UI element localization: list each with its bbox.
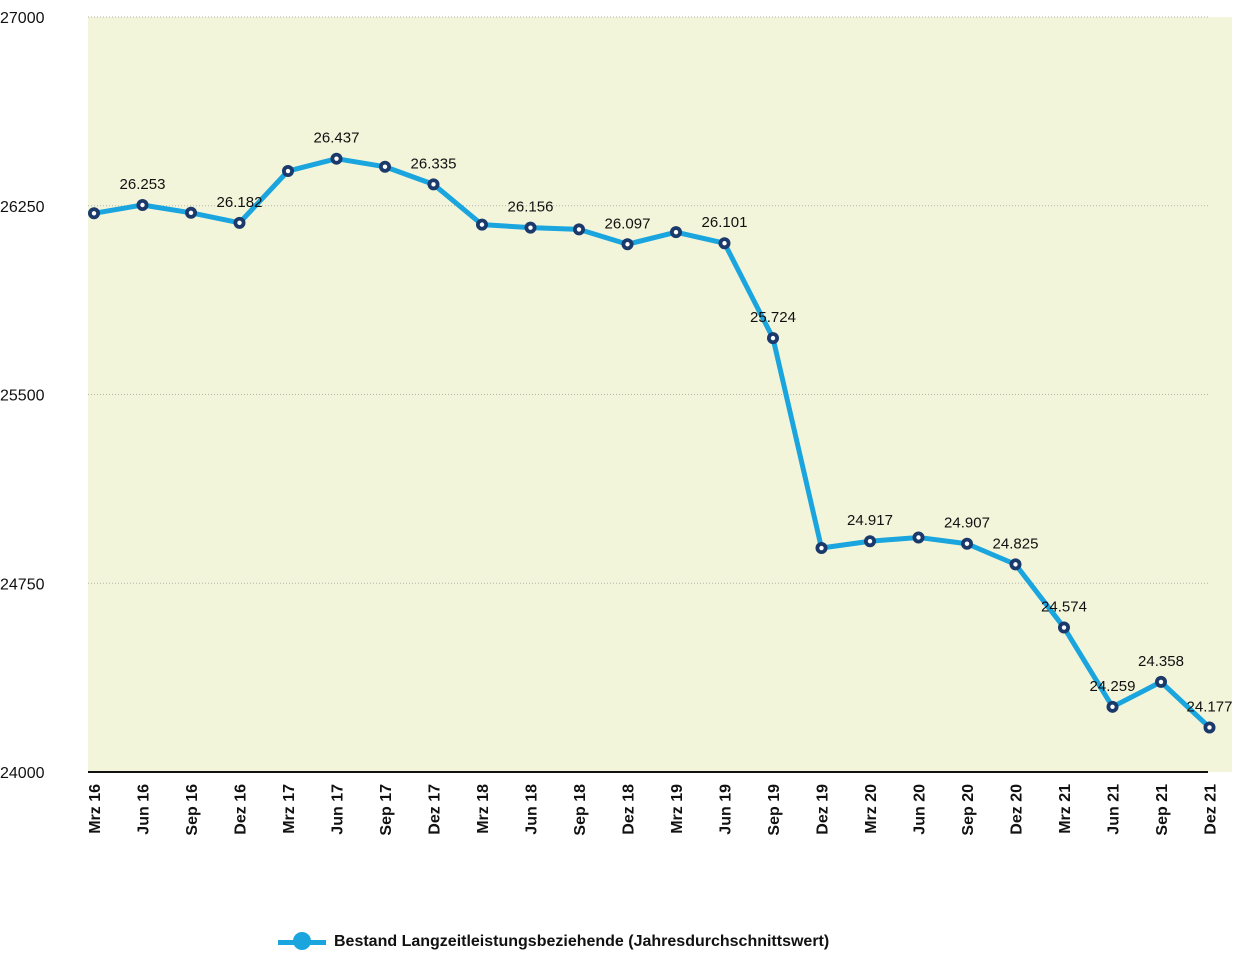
- x-tick-label: Mrz 20: [863, 784, 880, 834]
- series-group: [88, 152, 1216, 734]
- x-tick-label: Sep 17: [378, 784, 395, 836]
- data-point-center: [964, 541, 970, 546]
- data-label: 26.437: [314, 130, 360, 147]
- data-point-center: [140, 202, 145, 208]
- data-point-center: [673, 229, 679, 235]
- data-point-center: [1207, 725, 1212, 730]
- x-tick-label: Jun 19: [718, 784, 735, 835]
- data-label: 26.097: [605, 215, 651, 232]
- y-tick-label: 27000: [0, 10, 45, 27]
- data-point-center: [867, 539, 873, 544]
- data-point-center: [188, 210, 194, 215]
- data-label: 24.358: [1138, 653, 1184, 670]
- data-point-center: [479, 222, 485, 227]
- data-point-center: [819, 545, 824, 551]
- x-tick-label: Jun 17: [330, 784, 347, 835]
- data-point-center: [285, 168, 291, 174]
- x-tick-label: Jun 18: [524, 784, 541, 835]
- data-label: 24.574: [1041, 599, 1087, 616]
- y-tick-label: 26250: [0, 199, 45, 216]
- data-point-center: [625, 242, 630, 247]
- x-tick-label: Dez 20: [1009, 784, 1026, 835]
- data-label: 24.825: [993, 535, 1039, 552]
- data-label: 26.156: [508, 199, 554, 216]
- x-tick-label: Jun 16: [136, 784, 153, 835]
- data-point-center: [382, 164, 388, 169]
- legend-swatch-icon: [278, 932, 326, 952]
- data-label: 24.907: [944, 515, 990, 532]
- data-point-center: [1158, 679, 1164, 685]
- data-point-center: [722, 241, 727, 246]
- data-point-center: [91, 211, 97, 216]
- data-point-center: [576, 227, 582, 232]
- data-point-center: [916, 535, 921, 540]
- data-point-center: [528, 225, 533, 230]
- data-point-center: [1110, 704, 1115, 710]
- x-tick-label: Sep 20: [960, 784, 977, 836]
- x-tick-label: Mrz 19: [669, 784, 686, 834]
- y-tick-label: 25500: [0, 388, 45, 405]
- x-tick-label: Mrz 18: [475, 784, 492, 834]
- data-label: 26.182: [217, 194, 263, 211]
- x-tick-label: Jun 20: [912, 784, 929, 835]
- x-tick-label: Sep 19: [766, 784, 783, 836]
- x-tick-label: Dez 16: [233, 784, 250, 835]
- x-tick-label: Dez 21: [1203, 784, 1220, 835]
- data-point-center: [1013, 562, 1018, 567]
- x-tick-label: Mrz 17: [281, 784, 298, 834]
- y-tick-label: 24000: [0, 765, 45, 782]
- legend-label: Bestand Langzeitleistungsbeziehende (Jah…: [334, 933, 830, 950]
- data-label: 24.177: [1187, 698, 1233, 715]
- data-point-center: [237, 220, 242, 226]
- data-label: 26.101: [702, 214, 748, 231]
- x-axis-ticks: Mrz 16 Jun 16 Sep 16 Dez 16 Mrz 17 Jun 17 Sep …: [87, 784, 1220, 836]
- x-tick-label: Mrz 16: [87, 784, 104, 834]
- plot-background: [88, 17, 1232, 772]
- y-tick-label: 24750: [0, 576, 45, 593]
- x-tick-label: Sep 21: [1154, 784, 1171, 836]
- x-tick-label: Dez 18: [621, 784, 638, 835]
- x-tick-label: Jun 21: [1106, 784, 1123, 835]
- x-tick-label: Sep 16: [184, 784, 201, 836]
- x-tick-label: Dez 17: [427, 784, 444, 835]
- data-point-center: [770, 335, 776, 341]
- y-axis-ticks: 24000 24750 25500 26250 27000: [0, 10, 45, 782]
- data-labels: 26.253 26.182 26.437 26.335 26.156 26.097 26.1…: [120, 130, 1233, 716]
- data-label: 26.335: [411, 155, 457, 172]
- data-label: 24.259: [1090, 678, 1136, 695]
- data-point-center: [334, 156, 339, 161]
- series-line: [93, 156, 1212, 730]
- x-tick-label: Sep 18: [572, 784, 589, 836]
- data-label: 26.253: [120, 176, 166, 193]
- legend: Bestand Langzeitleistungsbeziehende (Jah…: [278, 930, 829, 954]
- data-label: 25.724: [750, 309, 796, 326]
- data-point-center: [431, 182, 436, 187]
- x-tick-label: Dez 19: [815, 784, 832, 835]
- grid-lines: [88, 16, 1208, 584]
- data-point-center: [1061, 625, 1067, 630]
- data-label: 24.917: [847, 512, 893, 529]
- x-tick-label: Mrz 21: [1057, 784, 1074, 834]
